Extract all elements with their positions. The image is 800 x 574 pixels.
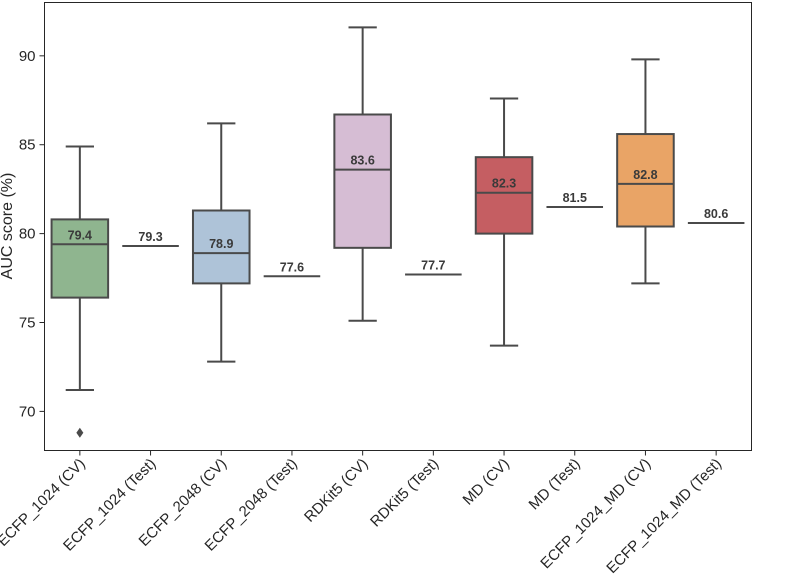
y-tick-label: 75 xyxy=(19,315,36,332)
y-tick-label: 85 xyxy=(19,137,36,154)
test-value-label: 80.6 xyxy=(704,207,728,221)
test-value-label: 81.5 xyxy=(563,191,587,205)
test-value-label: 77.6 xyxy=(280,260,304,274)
y-axis: 70 75 80 85 90 xyxy=(19,48,45,420)
y-axis-title: AUC score (%) xyxy=(0,173,16,280)
x-tick-label: MD (CV) xyxy=(460,455,513,508)
x-axis: ECFP_1024 (CV)ECFP_1024 (Test)ECFP_2048 … xyxy=(0,450,725,574)
median-value-label: 83.6 xyxy=(350,154,374,168)
x-tick-label: MD (Test) xyxy=(526,455,584,513)
box-iqr xyxy=(191,209,251,285)
median-value-label: 79.4 xyxy=(68,228,92,242)
box-iqr xyxy=(474,156,534,235)
y-tick-label: 70 xyxy=(19,403,36,420)
test-value-label: 77.7 xyxy=(421,259,445,273)
x-tick-label: ECFP_1024_MD (Test) xyxy=(603,455,725,574)
median-value-label: 78.9 xyxy=(209,237,233,251)
box-iqr xyxy=(616,133,675,228)
y-tick-label: 90 xyxy=(19,48,36,65)
median-value-label: 82.8 xyxy=(633,168,657,182)
y-tick-label: 80 xyxy=(19,226,36,243)
x-tick-label: RDKit5 (Test) xyxy=(367,455,442,530)
outlier-point xyxy=(76,427,84,438)
box-iqr xyxy=(50,218,110,299)
test-value-label: 79.3 xyxy=(138,230,162,244)
boxes: 79.4 79.3 78.9 77.6 83.6 77.7 82.3 81.5 82.8 80.6 xyxy=(50,26,745,438)
box-iqr xyxy=(333,113,392,249)
x-tick-label: RDKit5 (CV) xyxy=(301,455,371,525)
median-value-label: 82.3 xyxy=(492,177,516,191)
plot-frame xyxy=(44,2,752,451)
